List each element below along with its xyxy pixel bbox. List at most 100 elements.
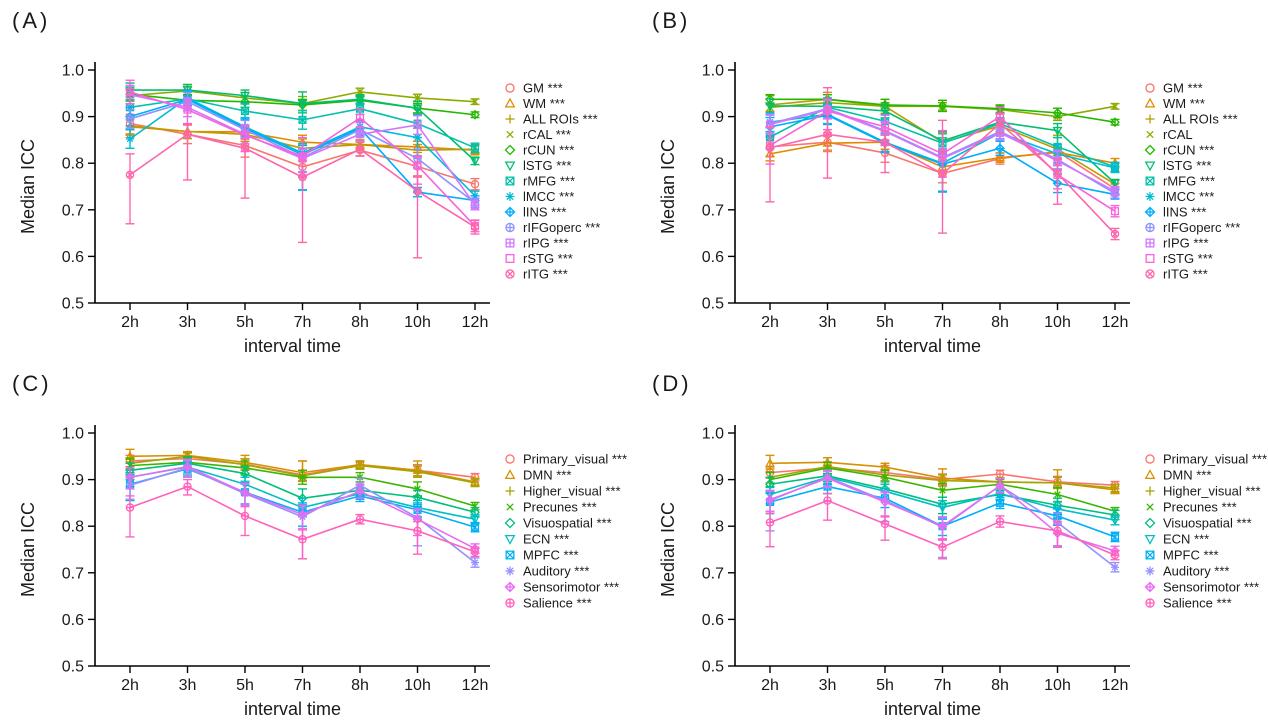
data-point-marker	[822, 473, 833, 484]
legend-label: DMN ***	[1163, 468, 1211, 483]
y-tick-label: 0.5	[62, 659, 84, 676]
x-tick-label: 8h	[351, 677, 369, 694]
data-point-marker	[1145, 598, 1155, 608]
legend-item-rIFGoperc: rIFGoperc ***	[1145, 220, 1240, 235]
legend-item-rIPG: rIPG ***	[1145, 236, 1209, 251]
data-point-marker	[823, 496, 832, 505]
data-point-marker	[881, 473, 889, 481]
data-point-marker	[1111, 103, 1119, 110]
data-point-marker	[1145, 176, 1155, 186]
y-axis-title: Median ICC	[18, 502, 38, 597]
data-point-marker	[297, 99, 308, 109]
data-point-marker	[183, 105, 192, 114]
data-point-marker	[995, 498, 1005, 507]
data-point-marker	[183, 482, 192, 491]
axes	[734, 62, 1130, 304]
legend-item-ALL-ROIs: ALL ROIs ***	[505, 112, 598, 127]
error-bar	[765, 512, 775, 548]
data-point-marker	[1145, 114, 1155, 124]
panel-A-label: (A)	[12, 8, 51, 33]
x-axis: 2h 3h 5h 7h 8h 10h 12h interval time	[761, 666, 1128, 719]
legend-label: ECN ***	[1163, 532, 1209, 547]
data-point-marker	[504, 469, 516, 480]
data-point-marker	[880, 137, 890, 147]
legend-label: rIFGoperc ***	[1163, 220, 1240, 235]
panel-C: (C) 1.0 0.9 0.8 0.7 0.6 0.5 Median ICC 2h 3h 5h 7h…	[0, 363, 628, 726]
data-point-marker	[937, 100, 948, 111]
y-tick-label: 0.8	[702, 519, 724, 536]
x-axis-title: interval time	[244, 699, 341, 719]
legend-item-Sensorimotor: Sensorimotor ***	[504, 580, 619, 595]
legend-item-WM: WM ***	[504, 96, 565, 111]
legend-label: MPFC ***	[1163, 548, 1219, 563]
data-point-marker	[1144, 469, 1156, 480]
data-point-marker	[413, 526, 422, 536]
y-tick-label: 0.5	[62, 296, 84, 313]
legend-label: Sensorimotor ***	[1163, 580, 1259, 595]
y-axis: 1.0 0.9 0.8 0.7 0.6 0.5 Median ICC	[658, 426, 735, 676]
data-point-marker	[1053, 478, 1062, 487]
data-point-marker	[1144, 97, 1156, 108]
legend-item-MPFC: MPFC ***	[1145, 548, 1219, 563]
data-point-marker	[1145, 238, 1155, 248]
legend-item-rIPG: rIPG ***	[505, 236, 569, 251]
series-rITG	[765, 87, 1120, 241]
data-point-marker	[125, 114, 135, 124]
legend-item-lMCC: lMCC ***	[505, 189, 574, 204]
legend-item-rMFG: rMFG ***	[505, 174, 575, 189]
x-tick-label: 3h	[179, 314, 197, 331]
data-point-marker	[995, 480, 1005, 491]
data-point-marker	[765, 457, 775, 467]
data-point-marker	[1144, 206, 1156, 218]
data-point-marker	[505, 454, 515, 464]
data-point-marker	[505, 598, 515, 608]
legend-label: lSTG ***	[523, 158, 571, 173]
y-tick-label: 0.7	[702, 565, 724, 582]
legend-item-Precunes: Precunes ***	[1146, 500, 1237, 515]
data-point-marker	[182, 461, 193, 472]
legend-item-lMCC: lMCC ***	[1145, 189, 1214, 204]
x-tick-label: 7h	[294, 314, 312, 331]
legend-label: GM ***	[1163, 81, 1203, 96]
y-tick-label: 0.9	[62, 472, 84, 489]
axes	[94, 62, 490, 304]
data-point-marker	[125, 87, 135, 96]
legend-label: ALL ROIs ***	[1163, 112, 1238, 127]
legend-item-rSTG: rSTG ***	[505, 251, 573, 266]
x-tick-label: 5h	[236, 314, 254, 331]
legend-label: Sensorimotor ***	[523, 580, 619, 595]
error-bar	[298, 529, 307, 560]
y-tick-label: 1.0	[702, 426, 724, 443]
error-bar	[765, 126, 775, 203]
legend-label: Salience ***	[523, 596, 592, 611]
data-point-marker	[125, 170, 135, 180]
x-axis-title: interval time	[884, 336, 981, 356]
data-point-marker	[1110, 187, 1120, 196]
legend: Primary_visual ***DMN ***Higher_visual *…	[1144, 452, 1267, 611]
data-point-marker	[470, 515, 480, 525]
x-tick-label: 12h	[1102, 314, 1129, 331]
error-bar	[413, 520, 422, 555]
data-point-marker	[505, 192, 515, 201]
data-point-marker	[938, 169, 947, 179]
legend: GM ***WM ***ALL ROIs ***rCAL ***rCUN ***…	[504, 81, 600, 282]
error-bar	[240, 505, 250, 537]
data-point-marker	[298, 115, 307, 124]
data-point-marker	[1145, 83, 1155, 93]
error-bar	[938, 119, 947, 234]
legend-label: Precunes ***	[523, 500, 597, 515]
legend-item-rITG: rITG ***	[505, 267, 568, 282]
error-bar	[880, 129, 890, 174]
data-point-marker	[1145, 486, 1155, 496]
data-point-marker	[1111, 563, 1119, 572]
legend-item-lSTG: lSTG ***	[1144, 158, 1211, 173]
x-axis: 2h 3h 5h 7h 8h 10h 12h interval time	[761, 303, 1128, 356]
data-point-marker	[1052, 107, 1063, 118]
data-point-marker	[504, 517, 516, 529]
data-point-marker	[504, 581, 516, 593]
legend-item-lINS: lINS ***	[1144, 205, 1206, 220]
data-point-marker	[1145, 550, 1155, 560]
legend-label: rSTG ***	[1163, 251, 1213, 266]
data-point-marker	[355, 486, 365, 497]
